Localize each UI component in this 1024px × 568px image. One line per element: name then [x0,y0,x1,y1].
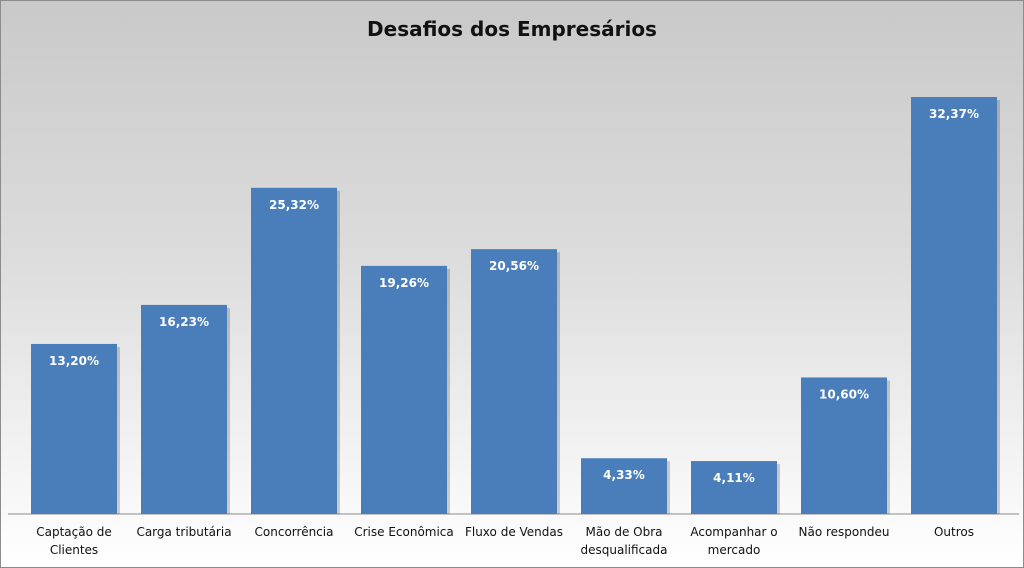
bar-data-label: 4,33% [603,468,645,482]
bar-data-label: 10,60% [819,387,869,401]
chart-title: Desafios dos Empresários [367,17,657,41]
category-label: desqualificada [581,543,668,557]
bar-data-label: 4,11% [713,471,755,485]
category-labels-layer: Captação de Clientes Carga tributária Conco… [36,525,974,557]
bar-data-label: 16,23% [159,315,209,329]
bar [251,187,337,515]
category-label: Carga tributária [136,525,231,539]
bar [911,97,997,514]
category-label: Clientes [50,543,98,557]
bar [31,343,117,514]
category-label: Fluxo de Vendas [465,525,563,539]
bar [141,304,227,514]
bar [361,265,447,514]
category-label: Concorrência [255,525,334,539]
category-label: mercado [708,543,761,557]
bar-data-label: 13,20% [49,354,99,368]
category-label: Acompanhar o [690,525,777,539]
bar [471,249,557,514]
category-label: Não respondeu [799,525,890,539]
category-label: Captação de [36,525,112,539]
category-label: Crise Econômica [354,525,454,539]
bar-data-label: 19,26% [379,276,429,290]
bar [801,377,887,514]
bar [581,458,667,514]
category-label: Mão de Obra [585,525,662,539]
bar-data-label: 20,56% [489,259,539,273]
bars-layer: 13,20% 16,23% 25,32% 19,26% 20,56% 4,33% 4,11%… [31,97,1000,515]
bar-data-label: 25,32% [269,198,319,212]
bar [691,461,777,514]
bar-data-label: 32,37% [929,107,979,121]
category-label: Outros [934,525,974,539]
